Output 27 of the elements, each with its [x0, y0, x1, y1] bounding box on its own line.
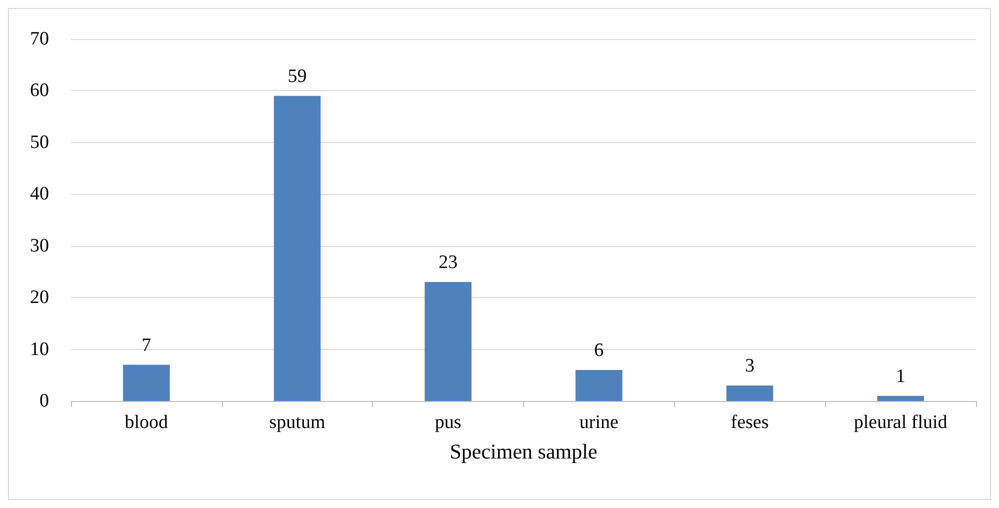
- bar: [424, 282, 472, 401]
- bar: [123, 364, 170, 401]
- data-label: 1: [896, 366, 906, 387]
- bar: [877, 396, 924, 401]
- y-tick-label: 30: [30, 235, 49, 256]
- y-tick-label: 40: [30, 184, 49, 205]
- data-label: 6: [594, 340, 604, 361]
- y-tick-label: 70: [30, 28, 49, 50]
- x-tick-label: urine: [579, 412, 618, 433]
- data-label: 59: [288, 66, 307, 87]
- x-tick-label: pleural fluid: [854, 412, 948, 433]
- y-tick-label: 10: [30, 338, 49, 360]
- y-tick-label: 50: [30, 132, 49, 153]
- x-tick-label: blood: [124, 412, 169, 433]
- data-label: 3: [745, 355, 754, 376]
- bar: [274, 96, 321, 401]
- y-tick-label: 60: [30, 80, 49, 102]
- y-tick-label: 20: [30, 287, 49, 308]
- x-tick-label: pus: [434, 412, 462, 433]
- x-tick-label: sputum: [269, 412, 326, 433]
- data-label: 23: [438, 252, 458, 274]
- bar: [726, 385, 774, 401]
- x-tick-label: feses: [730, 412, 769, 433]
- y-tick-label: 0: [40, 390, 49, 412]
- data-label: 7: [142, 334, 152, 356]
- bar: [576, 370, 622, 401]
- x-axis-title: Specimen sample: [450, 440, 598, 464]
